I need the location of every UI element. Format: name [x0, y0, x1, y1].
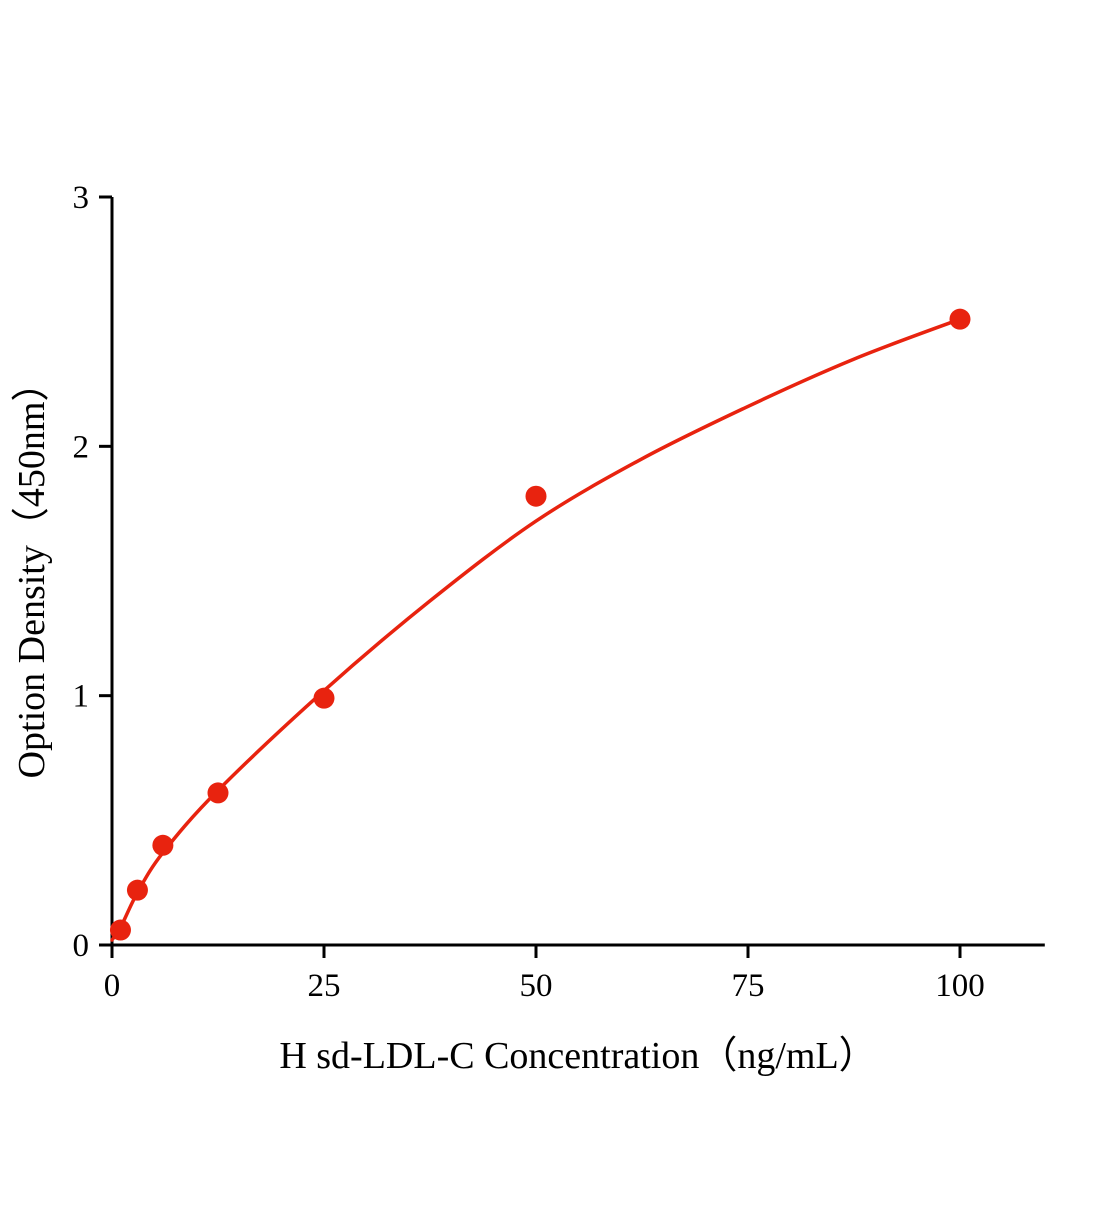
axis-line	[110, 197, 1045, 947]
data-point	[152, 834, 174, 856]
fit-curve	[110, 317, 962, 942]
axes-layer: 0 25 50 75 100 0 1 2 3	[73, 180, 1045, 1004]
y-tick-label: 1	[73, 679, 90, 715]
y-tick-label: 2	[73, 429, 90, 465]
data-point	[949, 308, 971, 330]
data-point	[313, 687, 335, 709]
data-point	[109, 919, 131, 941]
data-point	[525, 485, 547, 507]
data-layer	[109, 308, 971, 942]
y-tick-label: 3	[73, 180, 90, 216]
x-tick-label: 50	[520, 968, 553, 1004]
x-tick-label: 25	[308, 968, 341, 1004]
y-axis-title: Option Density（450nm）	[11, 364, 53, 779]
x-tick-label: 0	[104, 968, 121, 1004]
y-tick-label: 0	[73, 928, 90, 964]
x-tick-label: 100	[935, 968, 985, 1004]
x-axis-title: H sd-LDL-C Concentration（ng/mL）	[279, 1035, 876, 1077]
data-point	[207, 782, 229, 804]
data-point	[126, 879, 148, 901]
x-tick-label: 75	[732, 968, 765, 1004]
